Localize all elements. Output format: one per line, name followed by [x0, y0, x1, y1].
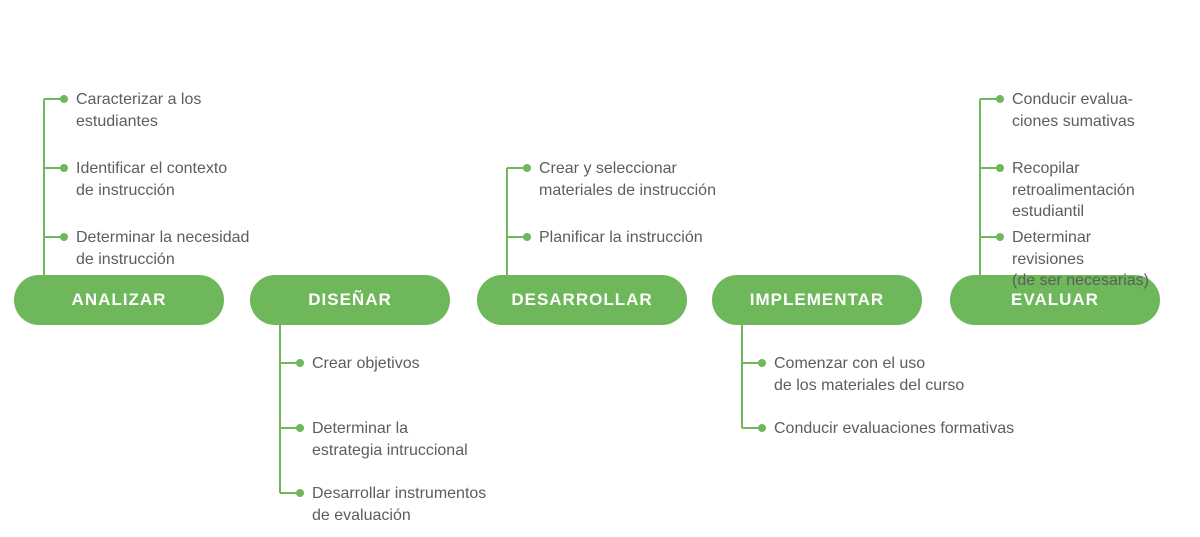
dot-de1 [523, 164, 531, 172]
stage-pill-implementar: IMPLEMENTAR [712, 275, 922, 325]
item-text-e3: Determinar revisiones (de ser necesarias… [1012, 227, 1149, 292]
dot-d1 [296, 359, 304, 367]
stem-analizar [43, 99, 45, 275]
item-text-e2: Recopilar retroalimentación estudiantil [1012, 158, 1135, 223]
dot-a3 [60, 233, 68, 241]
stem-implementar [741, 325, 743, 428]
stage-label-implementar: IMPLEMENTAR [750, 290, 884, 310]
stem-desarrollar [506, 168, 508, 275]
stage-pill-desarrollar: DESARROLLAR [477, 275, 687, 325]
dot-i2 [758, 424, 766, 432]
stage-label-evaluar: EVALUAR [1011, 290, 1099, 310]
item-text-a2: Identificar el contexto de instrucción [76, 158, 227, 201]
dot-d3 [296, 489, 304, 497]
dot-i1 [758, 359, 766, 367]
stage-label-analizar: ANALIZAR [72, 290, 167, 310]
dot-e1 [996, 95, 1004, 103]
item-text-d3: Desarrollar instrumentos de evaluación [312, 483, 486, 526]
stem-disenar [279, 325, 281, 493]
item-text-de2: Planificar la instrucción [539, 227, 703, 249]
stage-label-disenar: DISEÑAR [308, 290, 392, 310]
stage-label-desarrollar: DESARROLLAR [511, 290, 652, 310]
stem-evaluar [979, 99, 981, 275]
item-text-d1: Crear objetivos [312, 353, 420, 375]
item-text-e1: Conducir evalua- ciones sumativas [1012, 89, 1135, 132]
dot-de2 [523, 233, 531, 241]
item-text-de1: Crear y seleccionar materiales de instru… [539, 158, 716, 201]
stage-pill-analizar: ANALIZAR [14, 275, 224, 325]
item-text-a3: Determinar la necesidad de instrucción [76, 227, 249, 270]
dot-a1 [60, 95, 68, 103]
dot-e3 [996, 233, 1004, 241]
dot-a2 [60, 164, 68, 172]
item-text-i1: Comenzar con el uso de los materiales de… [774, 353, 964, 396]
dot-e2 [996, 164, 1004, 172]
item-text-i2: Conducir evaluaciones formativas [774, 418, 1014, 440]
item-text-a1: Caracterizar a los estudiantes [76, 89, 201, 132]
item-text-d2: Determinar la estrategia intruccional [312, 418, 468, 461]
dot-d2 [296, 424, 304, 432]
stage-pill-disenar: DISEÑAR [250, 275, 450, 325]
